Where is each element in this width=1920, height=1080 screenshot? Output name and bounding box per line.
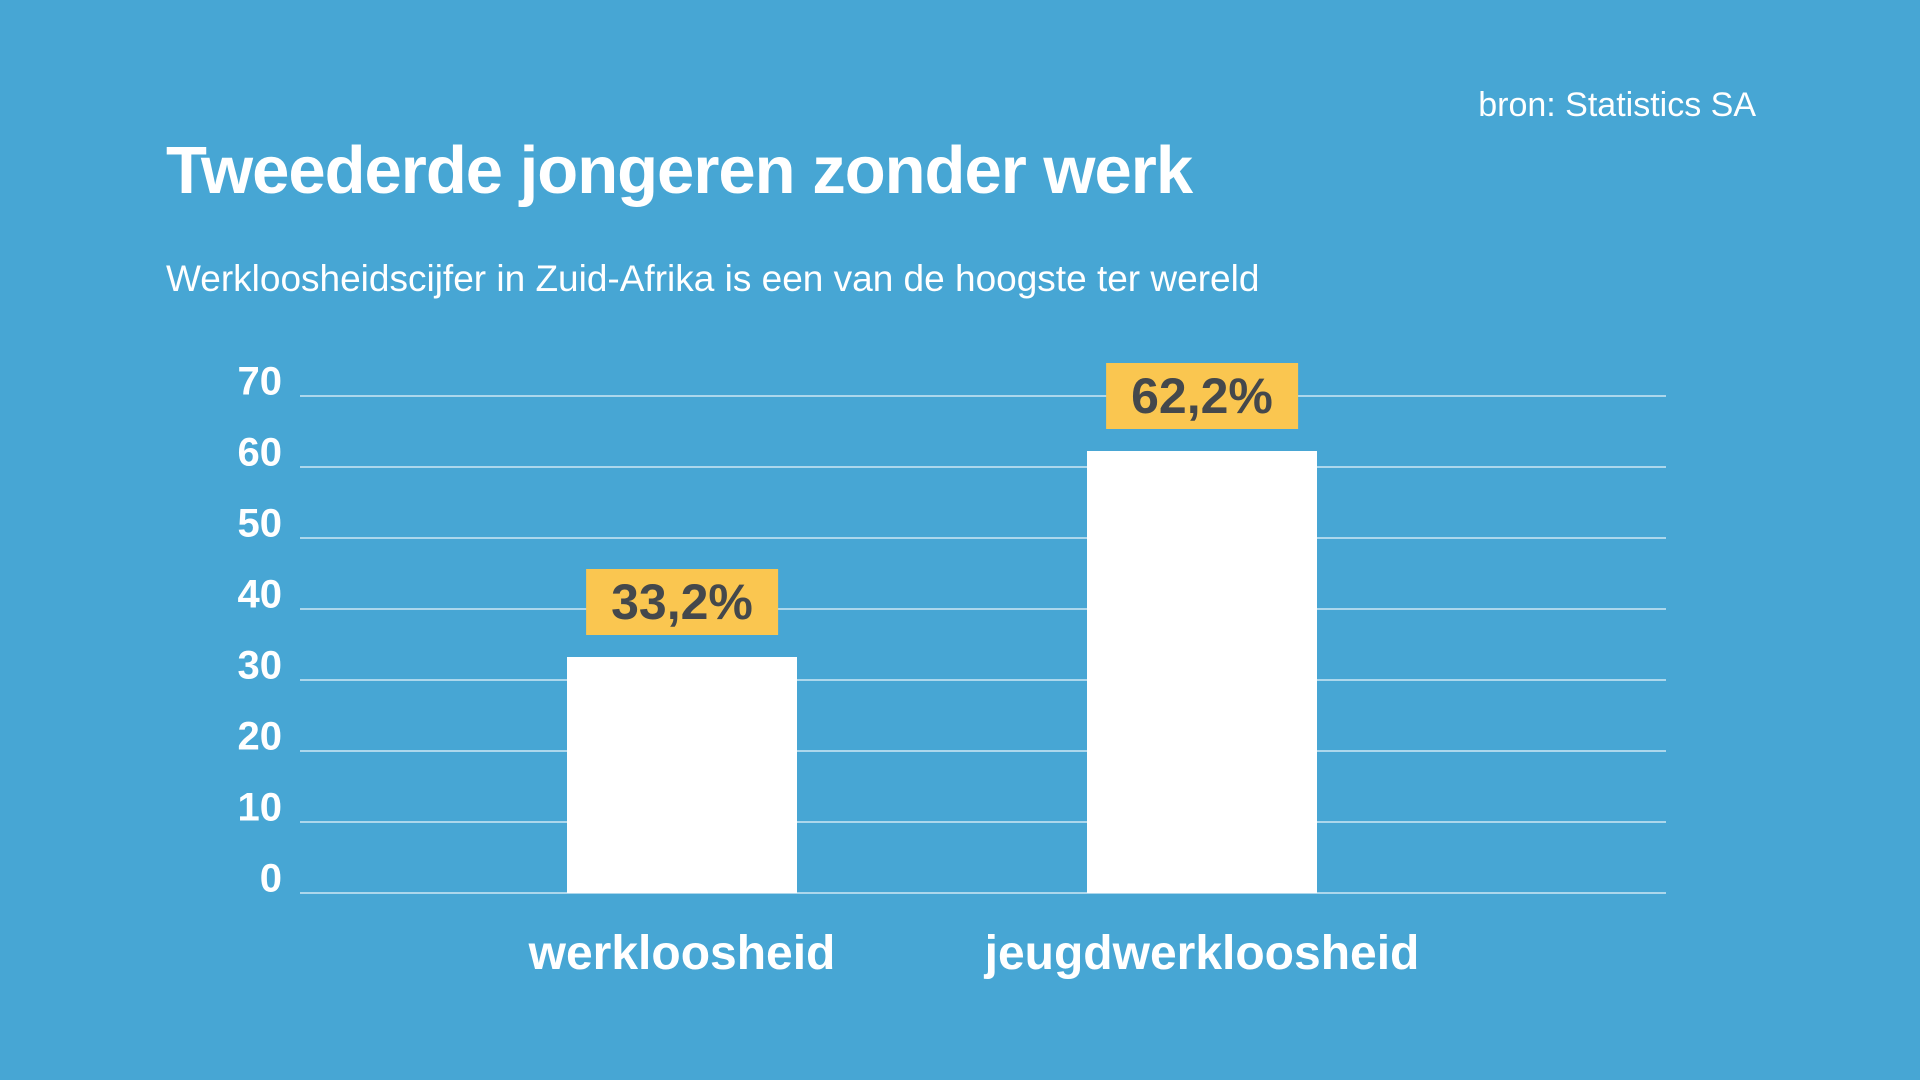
y-axis-tick-20: 20 [237, 714, 283, 759]
y-axis-tick-40: 40 [237, 572, 283, 617]
y-axis-tick-60: 60 [237, 430, 283, 475]
source-credit: bron: Statistics SA [1478, 86, 1756, 124]
value-label-jeugdwerkloosheid: 62,2% [1106, 363, 1298, 430]
y-axis-tick-30: 30 [237, 643, 283, 688]
bar-jeugdwerkloosheid [1087, 451, 1317, 893]
y-axis-tick-50: 50 [237, 501, 283, 546]
gridline-70 [300, 395, 1666, 397]
chart-subtitle: Werkloosheidscijfer in Zuid-Afrika is ee… [166, 258, 1260, 299]
y-axis-tick-0: 0 [259, 856, 282, 901]
gridline-0 [300, 892, 1666, 894]
x-axis-label-werkloosheid: werkloosheid [528, 927, 836, 980]
y-axis-tick-10: 10 [237, 785, 283, 830]
gridline-60 [300, 466, 1666, 468]
gridline-50 [300, 537, 1666, 539]
gridline-10 [300, 821, 1666, 823]
bar-werkloosheid [567, 657, 797, 893]
gridline-20 [300, 750, 1666, 752]
gridline-40 [300, 608, 1666, 610]
y-axis-tick-70: 70 [237, 359, 283, 404]
gridline-30 [300, 679, 1666, 681]
x-axis-label-jeugdwerkloosheid: jeugdwerkloosheid [984, 927, 1420, 980]
value-label-werkloosheid: 33,2% [586, 569, 778, 636]
chart-title: Tweederde jongeren zonder werk [166, 133, 1193, 208]
